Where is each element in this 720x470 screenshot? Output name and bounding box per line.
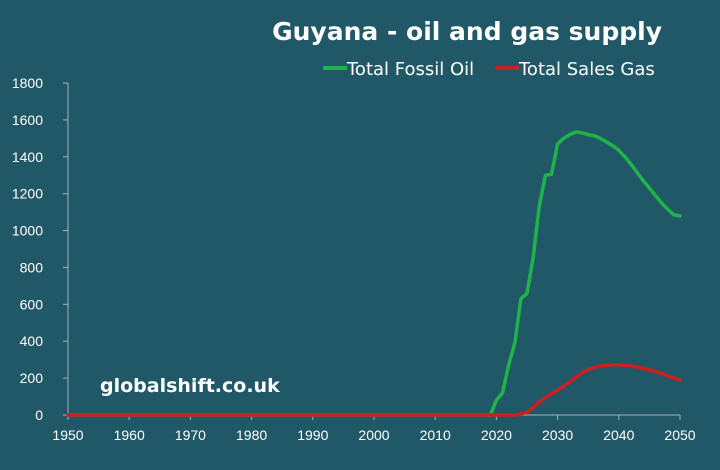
x-tick-label: 1980 (236, 427, 267, 443)
y-tick-label: 1200 (12, 186, 43, 202)
y-tick-label: 200 (20, 370, 44, 386)
series-line-total-sales-gas (66, 363, 682, 417)
y-tick-label: 1600 (12, 112, 43, 128)
x-tick-label: 1990 (297, 427, 328, 443)
x-tick-label: 2000 (358, 427, 389, 443)
legend-label-oil: Total Fossil Oil (346, 59, 474, 80)
x-tick-label: 2020 (481, 427, 512, 443)
y-tick-label: 800 (20, 259, 44, 275)
x-tick-label: 2040 (603, 427, 634, 443)
x-tick-label: 2010 (420, 427, 451, 443)
x-tick-label: 1950 (52, 427, 83, 443)
y-axis-ticks: 0 200 400 600 800 1000 1200 1400 1600 1800 (12, 75, 68, 423)
y-tick-label: 0 (35, 407, 43, 423)
x-tick-label: 1960 (114, 427, 145, 443)
series-lines (66, 130, 682, 417)
y-tick-label: 1000 (12, 223, 43, 239)
watermark: globalshift.co.uk (100, 375, 280, 397)
legend: Total Fossil Oil Total Sales Gas (323, 59, 655, 80)
chart-title: Guyana - oil and gas supply (272, 17, 662, 46)
y-tick-label: 1400 (12, 149, 43, 165)
y-tick-label: 600 (20, 296, 44, 312)
y-tick-label: 400 (20, 333, 44, 349)
x-tick-label: 1970 (175, 427, 206, 443)
x-tick-label: 2050 (664, 427, 695, 443)
x-tick-label: 2030 (542, 427, 573, 443)
series-line-total-fossil-oil (66, 130, 682, 417)
y-tick-label: 1800 (12, 75, 43, 91)
x-axis-ticks: 1950 1960 1970 1980 1990 2000 2010 2020 2030 2040… (52, 415, 696, 443)
legend-label-gas: Total Sales Gas (518, 59, 655, 80)
